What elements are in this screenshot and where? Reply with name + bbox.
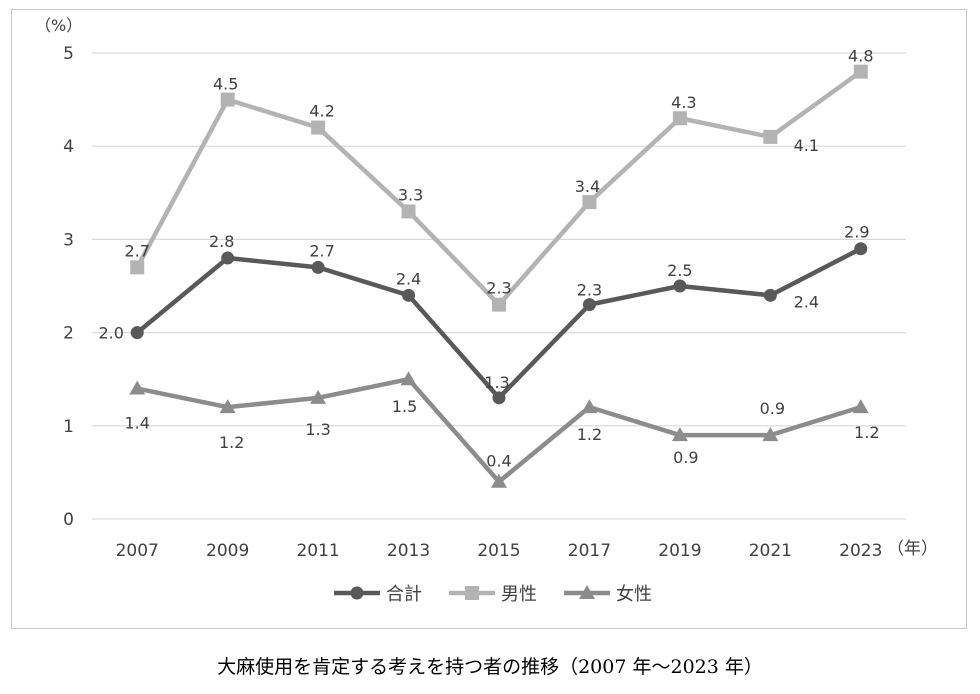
- data-label: 2.3: [486, 279, 511, 298]
- data-point: [402, 288, 416, 302]
- x-tick-label: 2023: [839, 541, 882, 561]
- data-point: [492, 391, 506, 405]
- series-line-男性: [135, 69, 863, 307]
- data-label: 1.2: [577, 425, 602, 444]
- data-point: [853, 64, 868, 79]
- x-tick-label: 2011: [296, 541, 339, 561]
- chart-frame: [11, 9, 967, 629]
- y-tick-label: 2: [63, 324, 74, 344]
- legend-label: 合計: [386, 584, 422, 605]
- data-label: 2.0: [98, 324, 123, 343]
- legend-marker: [465, 586, 479, 600]
- x-tick-label: 2009: [206, 541, 249, 561]
- y-tick-label: 3: [63, 230, 74, 250]
- data-point: [492, 297, 506, 312]
- data-point: [491, 473, 507, 488]
- data-label: 1.4: [124, 414, 149, 433]
- data-point: [311, 260, 325, 274]
- data-label: 1.5: [392, 397, 417, 416]
- x-tick-label: 2013: [387, 541, 430, 561]
- data-point: [673, 279, 687, 293]
- x-tick-label: 2021: [749, 541, 792, 561]
- chart-caption: 大麻使用を肯定する考えを持つ者の推移（2007 年〜2023 年）: [217, 656, 763, 678]
- data-label: 4.8: [848, 47, 873, 66]
- data-point: [762, 427, 779, 442]
- data-point: [221, 251, 235, 265]
- data-label: 3.3: [398, 185, 423, 204]
- data-point: [854, 242, 868, 256]
- data-point: [400, 371, 417, 386]
- data-label: 4.1: [794, 136, 819, 155]
- data-point: [130, 326, 144, 340]
- data-label: 2.7: [124, 241, 149, 260]
- data-label: 2.4: [396, 269, 421, 288]
- data-label: 4.2: [309, 102, 334, 121]
- data-label: 3.4: [575, 177, 600, 196]
- data-point: [852, 399, 869, 414]
- data-point: [581, 399, 598, 414]
- data-label: 1.2: [854, 423, 879, 442]
- data-label: 1.2: [219, 433, 244, 452]
- legend-label: 女性: [616, 584, 652, 605]
- data-label: 2.5: [667, 261, 692, 280]
- x-tick-label: 2007: [116, 541, 159, 561]
- data-point: [582, 195, 597, 210]
- y-tick-label: 4: [63, 137, 74, 157]
- data-label: 2.9: [844, 223, 869, 242]
- data-point: [130, 260, 145, 275]
- legend-label: 男性: [501, 584, 537, 605]
- y-tick-label: 1: [63, 417, 74, 437]
- data-label: 4.3: [671, 93, 696, 112]
- data-point: [310, 389, 327, 404]
- data-point: [401, 204, 416, 219]
- legend-marker: [579, 585, 595, 599]
- data-point: [671, 427, 688, 442]
- x-tick-label: 2015: [477, 541, 520, 561]
- data-point: [311, 120, 326, 135]
- x-axis-unit: （年）: [887, 539, 938, 559]
- data-label: 1.3: [484, 373, 509, 392]
- data-point: [220, 92, 235, 107]
- data-label: 2.3: [577, 281, 602, 300]
- data-point: [582, 298, 596, 312]
- data-label: 2.8: [209, 232, 234, 251]
- legend-marker: [350, 586, 364, 600]
- y-tick-label: 5: [63, 44, 74, 64]
- data-point: [129, 380, 146, 395]
- x-tick-label: 2017: [568, 541, 611, 561]
- data-label: 2.4: [794, 292, 819, 311]
- data-label: 2.7: [309, 241, 334, 260]
- data-point: [763, 129, 778, 144]
- y-axis-unit: （%）: [35, 16, 82, 35]
- x-tick-label: 2019: [658, 541, 701, 561]
- data-label: 0.9: [673, 448, 698, 467]
- data-label: 0.9: [760, 399, 785, 418]
- data-point: [763, 288, 777, 302]
- line-chart: 0 1 2 3 4 5 （%） 2007 2009 2011 2013 2015 2017 2019 202…: [35, 16, 938, 605]
- data-label: 0.4: [486, 452, 511, 471]
- data-point: [219, 399, 236, 414]
- data-label: 1.3: [305, 420, 330, 439]
- data-label: 4.5: [213, 75, 238, 94]
- data-point: [672, 111, 687, 126]
- y-tick-label: 0: [63, 510, 74, 530]
